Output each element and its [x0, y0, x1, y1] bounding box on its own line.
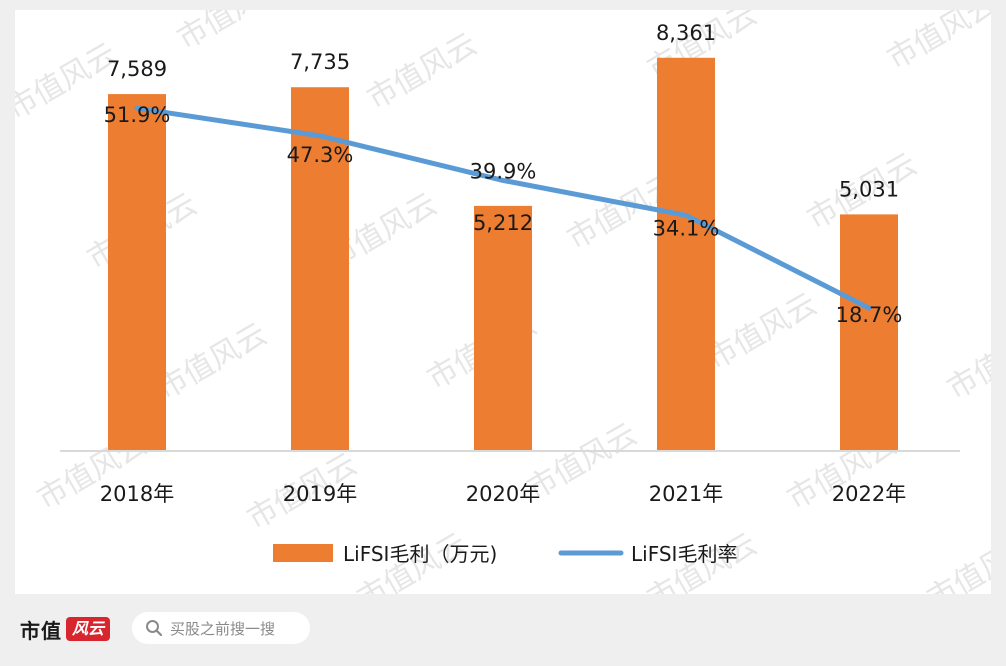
watermark-text: 市值风云 [882, 10, 992, 77]
line-data-labels: 51.9% 47.3% 39.9% 34.1% 18.7% [104, 103, 903, 327]
bar [657, 57, 715, 452]
bar-data-label: 7,735 [290, 50, 350, 74]
search-box[interactable]: 买股之前搜一搜 [132, 612, 310, 644]
brand-logo[interactable]: 市值 风云 [20, 614, 111, 644]
watermark-text: 市值风云 [172, 10, 293, 57]
brand-text: 市值 [20, 618, 62, 643]
x-tick-label: 2021年 [649, 482, 723, 506]
x-tick-label: 2020年 [466, 482, 540, 506]
x-tick-labels: 2018年 2019年 2020年 2021年 2022年 [100, 482, 906, 506]
brand-badge: 风云 [66, 617, 111, 641]
bar [108, 94, 166, 452]
legend-label-line: LiFSI毛利率 [631, 542, 737, 566]
bar-data-labels: 7,589 7,735 5,212 8,361 5,031 [107, 21, 899, 235]
legend-swatch-bar [273, 544, 333, 562]
x-tick-label: 2019年 [283, 482, 357, 506]
watermark-text: 市值风云 [942, 317, 992, 407]
series-line [134, 105, 872, 311]
line-data-label: 39.9% [470, 159, 537, 183]
footer-bar: 市值 风云 买股之前搜一搜 [0, 600, 1006, 666]
bar-data-label: 7,589 [107, 57, 167, 81]
line-data-label: 18.7% [836, 303, 903, 327]
x-tick-label: 2018年 [100, 482, 174, 506]
legend-label-bar: LiFSI毛利（万元) [343, 542, 497, 566]
bar [474, 205, 532, 451]
line-data-label: 51.9% [104, 103, 171, 127]
x-tick-label: 2022年 [832, 482, 906, 506]
watermark-text: 市值风云 [702, 287, 823, 377]
bar [840, 214, 898, 451]
chart-card: 市值风云 市值风云 市值风云 市值风云 市值风云 市值风云 市值风云 市值风云 市值风云 市值风云… [15, 10, 991, 594]
line-data-label: 47.3% [287, 143, 354, 167]
watermark-text: 市值风云 [922, 527, 992, 594]
bar-series [108, 57, 898, 452]
bar [291, 87, 349, 451]
search-icon [146, 620, 163, 637]
legend: LiFSI毛利（万元) LiFSI毛利率 [273, 542, 737, 566]
watermark-text: 市值风云 [362, 27, 483, 117]
watermark-text: 市值风云 [152, 317, 273, 407]
line-series [134, 105, 872, 311]
bar-data-label: 5,212 [473, 211, 533, 235]
bar-data-label: 8,361 [656, 21, 716, 45]
line-data-label: 34.1% [653, 216, 720, 240]
bar-data-label: 5,031 [839, 177, 899, 201]
search-placeholder: 买股之前搜一搜 [170, 619, 276, 638]
